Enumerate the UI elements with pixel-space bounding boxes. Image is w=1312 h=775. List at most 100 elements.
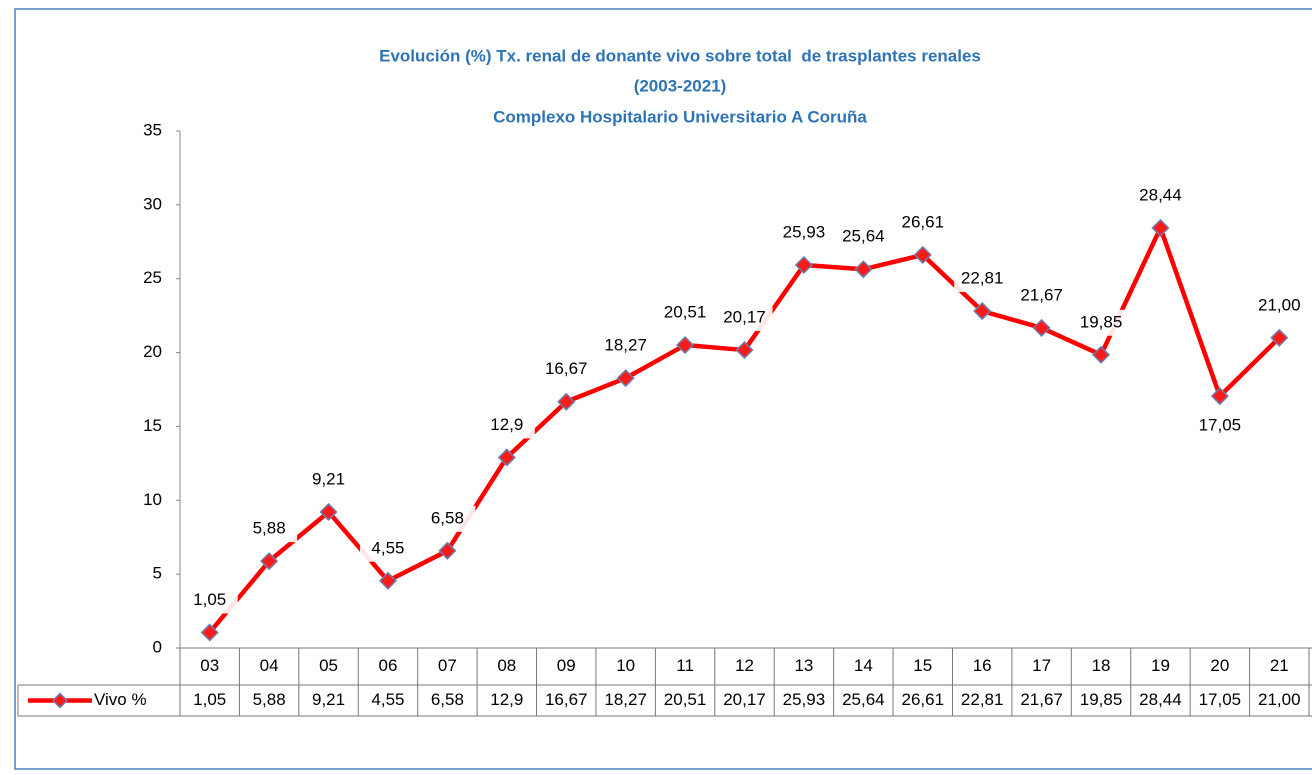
- data-label: 9,21: [312, 469, 345, 488]
- data-label: 18,27: [604, 336, 647, 355]
- data-label: 17,05: [1199, 416, 1242, 435]
- table-value: 26,61: [901, 690, 944, 709]
- table-value: 16,67: [545, 690, 588, 709]
- table-value: 25,64: [842, 690, 885, 709]
- legend-label: Vivo %: [94, 690, 147, 709]
- x-tick-label: 12: [735, 656, 754, 675]
- data-label: 19,85: [1080, 312, 1123, 331]
- marker: [854, 260, 873, 279]
- data-label: 4,55: [371, 538, 404, 557]
- data-label-box: [657, 300, 714, 327]
- marker: [794, 255, 813, 275]
- y-tick-label: 25: [143, 268, 162, 287]
- data-label-box: [1191, 413, 1248, 440]
- x-tick-label: 20: [1210, 656, 1229, 675]
- marker: [378, 571, 398, 590]
- data-label-box: [300, 466, 357, 493]
- y-tick-label: 0: [153, 637, 162, 656]
- data-label-box: [1251, 292, 1308, 319]
- data-label: 5,88: [253, 519, 286, 538]
- table-value: 28,44: [1139, 690, 1182, 709]
- x-tick-label: 18: [1092, 656, 1111, 675]
- x-tick-label: 14: [854, 656, 873, 675]
- y-tick-label: 10: [143, 490, 162, 509]
- data-label-box: [478, 412, 535, 439]
- table-value: 9,21: [312, 690, 345, 709]
- data-label-box: [1073, 309, 1130, 336]
- marker: [973, 302, 992, 321]
- table-value: 20,51: [664, 690, 707, 709]
- table-value: 1,05: [193, 690, 226, 709]
- y-tick-label: 15: [143, 416, 162, 435]
- marker: [913, 245, 932, 264]
- table-value: 20,17: [723, 690, 766, 709]
- data-label-box: [241, 516, 298, 543]
- y-tick-label: 20: [143, 342, 162, 361]
- data-label: 21,00: [1258, 295, 1301, 314]
- data-label: 6,58: [431, 508, 464, 527]
- table-value: 25,93: [783, 690, 826, 709]
- data-label: 20,51: [664, 303, 707, 322]
- marker: [438, 541, 457, 560]
- data-label-box: [597, 333, 654, 360]
- table-value: 5,88: [253, 690, 286, 709]
- marker: [557, 392, 576, 411]
- table-value: 12,9: [490, 690, 523, 709]
- data-label-box: [716, 305, 773, 332]
- legend-marker: [51, 692, 69, 709]
- data-label-box: [1132, 182, 1189, 209]
- data-label: 1,05: [193, 590, 226, 609]
- data-label-box: [538, 356, 595, 383]
- data-label: 28,44: [1139, 185, 1182, 204]
- marker: [1210, 387, 1229, 406]
- marker: [497, 448, 516, 467]
- x-tick-label: 06: [379, 656, 398, 675]
- y-tick-label: 5: [153, 564, 162, 583]
- x-tick-label: 04: [260, 656, 279, 675]
- data-label-box: [419, 505, 476, 532]
- table-value: 19,85: [1080, 690, 1123, 709]
- x-tick-label: 07: [438, 656, 457, 675]
- chart-border: [14, 8, 1312, 770]
- x-tick-label: 17: [1032, 656, 1051, 675]
- marker: [200, 623, 219, 642]
- x-tick-label: 05: [319, 656, 338, 675]
- x-tick-label: 11: [676, 656, 694, 675]
- data-label-box: [181, 587, 238, 614]
- data-label-box: [954, 266, 1011, 293]
- table-value: 18,27: [604, 690, 647, 709]
- data-label: 20,17: [723, 308, 766, 327]
- x-tick-label: 03: [200, 656, 219, 675]
- marker: [735, 340, 754, 360]
- data-label: 25,93: [783, 222, 826, 241]
- table-value: 4,55: [371, 690, 404, 709]
- x-tick-label: 16: [973, 656, 992, 675]
- table-value: 17,05: [1199, 690, 1242, 709]
- data-label: 12,9: [490, 415, 523, 434]
- x-tick-label: 21: [1270, 656, 1289, 675]
- table-value: 21,00: [1258, 690, 1301, 709]
- marker: [1270, 328, 1289, 347]
- table-value: 21,67: [1020, 690, 1063, 709]
- data-label: 26,61: [901, 212, 944, 231]
- marker: [616, 369, 635, 388]
- chart-title: (2003-2021): [634, 76, 727, 95]
- chart-title: Evolución (%) Tx. renal de donante vivo …: [379, 46, 981, 65]
- data-label-box: [835, 224, 892, 251]
- chart-title: Complexo Hospitalario Universitario A Co…: [493, 107, 867, 126]
- table-value: 22,81: [961, 690, 1004, 709]
- x-tick-label: 15: [913, 656, 932, 675]
- data-label-box: [1013, 282, 1070, 309]
- data-label-box: [894, 209, 951, 236]
- data-label: 16,67: [545, 359, 588, 378]
- data-label-box: [775, 219, 832, 246]
- marker: [319, 502, 338, 522]
- marker: [260, 552, 279, 571]
- marker: [1151, 218, 1170, 237]
- data-label: 21,67: [1020, 285, 1063, 304]
- table-value: 6,58: [431, 690, 464, 709]
- data-label: 25,64: [842, 227, 885, 246]
- marker: [676, 335, 695, 355]
- x-tick-label: 09: [557, 656, 576, 675]
